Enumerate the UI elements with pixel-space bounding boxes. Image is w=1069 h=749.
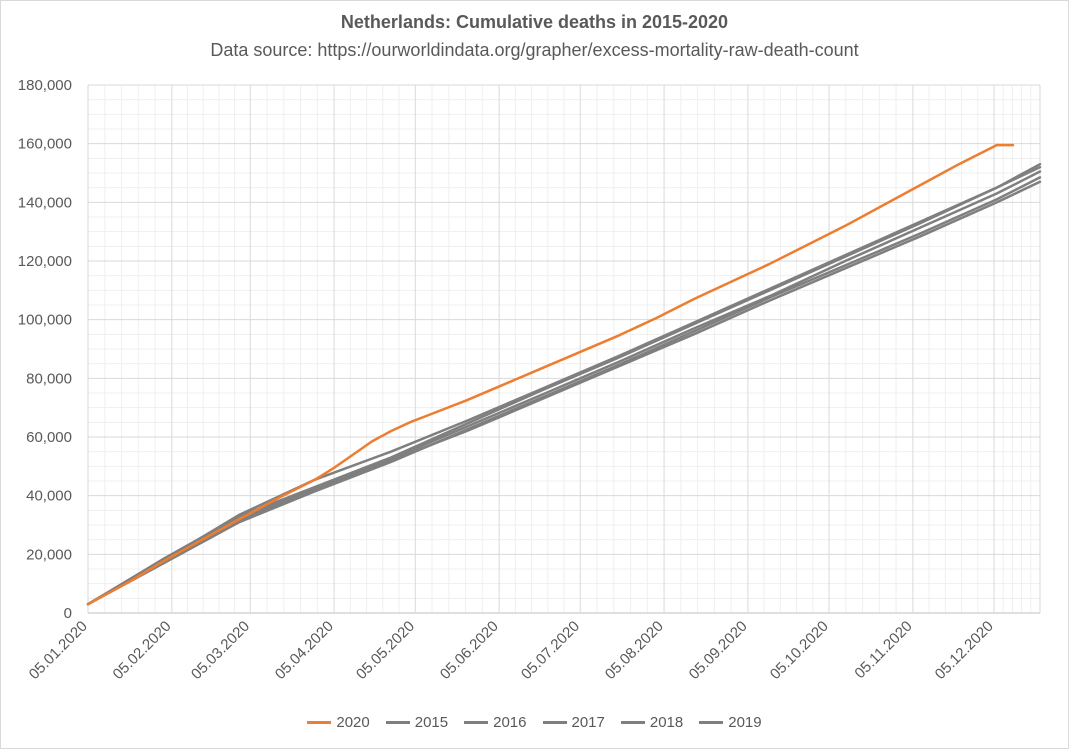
y-tick-label: 160,000	[18, 136, 72, 153]
y-tick-label: 140,000	[18, 194, 72, 211]
y-tick-label: 40,000	[26, 488, 72, 505]
x-tick-label: 05.09.2020	[686, 618, 751, 683]
y-tick-label: 120,000	[18, 253, 72, 270]
x-tick-label: 05.11.2020	[851, 618, 915, 682]
chart-subtitle: Data source: https://ourworldindata.org/…	[210, 40, 859, 60]
legend-label: 2018	[649, 714, 684, 731]
legend-item-2017: 2017	[542, 714, 605, 731]
legend-swatch	[542, 721, 567, 724]
legend-label: 2016	[493, 714, 527, 731]
legend-label: 2017	[571, 714, 605, 731]
y-tick-label: 20,000	[26, 546, 72, 563]
legend-item-2018: 2018	[620, 714, 684, 731]
y-tick-label: 60,000	[26, 429, 72, 446]
legend-label: 2019	[728, 714, 762, 731]
series-line-2020	[86, 143, 1015, 606]
legend-item-2019: 2019	[699, 714, 762, 731]
y-tick-label: 180,000	[18, 77, 72, 94]
legend-item-2020: 2020	[307, 714, 370, 731]
y-tick-label: 80,000	[26, 370, 72, 387]
legend-item-2015: 2015	[385, 714, 449, 731]
legend-label: 2015	[414, 714, 449, 731]
x-tick-label: 05.01.2020	[26, 618, 91, 683]
x-tick-label: 05.05.2020	[353, 618, 418, 683]
legend-swatch	[699, 721, 724, 724]
legend: 2020 2015 2016 2017 2018 2019	[0, 714, 1069, 731]
legend-swatch	[464, 721, 489, 724]
major-gridlines	[87, 84, 1041, 614]
series-line-2016	[86, 176, 1042, 606]
x-tick-label: 05.12.2020	[932, 618, 997, 683]
y-tick-label: 100,000	[18, 312, 72, 329]
legend-label: 2020	[336, 714, 370, 731]
y-axis-ticks: 0 20,000 40,000 60,000 80,000 100,000 120,000 1…	[18, 77, 72, 622]
y-tick-label: 0	[64, 605, 72, 622]
x-tick-label: 05.08.2020	[602, 618, 667, 683]
chart-title: Netherlands: Cumulative deaths in 2015-2…	[340, 12, 729, 32]
legend-swatch	[307, 721, 332, 724]
x-tick-label: 05.07.2020	[518, 618, 583, 683]
legend-swatch	[385, 721, 410, 724]
series-line-2019	[86, 180, 1042, 606]
x-tick-label: 05.06.2020	[437, 618, 502, 683]
x-tick-label: 05.03.2020	[188, 618, 253, 683]
series-line-2015	[86, 170, 1042, 606]
legend-swatch	[620, 721, 645, 724]
series-lines	[86, 143, 1042, 606]
legend-item-2016: 2016	[464, 714, 527, 731]
x-tick-label: 05.10.2020	[767, 618, 832, 683]
minor-gridlines	[88, 85, 1040, 613]
x-tick-label: 05.04.2020	[272, 618, 337, 683]
x-tick-label: 05.02.2020	[110, 618, 175, 683]
x-axis-ticks: 05.01.2020 05.02.2020 05.03.2020 05.04.2020…	[26, 618, 997, 683]
series-line-2018	[86, 165, 1042, 606]
